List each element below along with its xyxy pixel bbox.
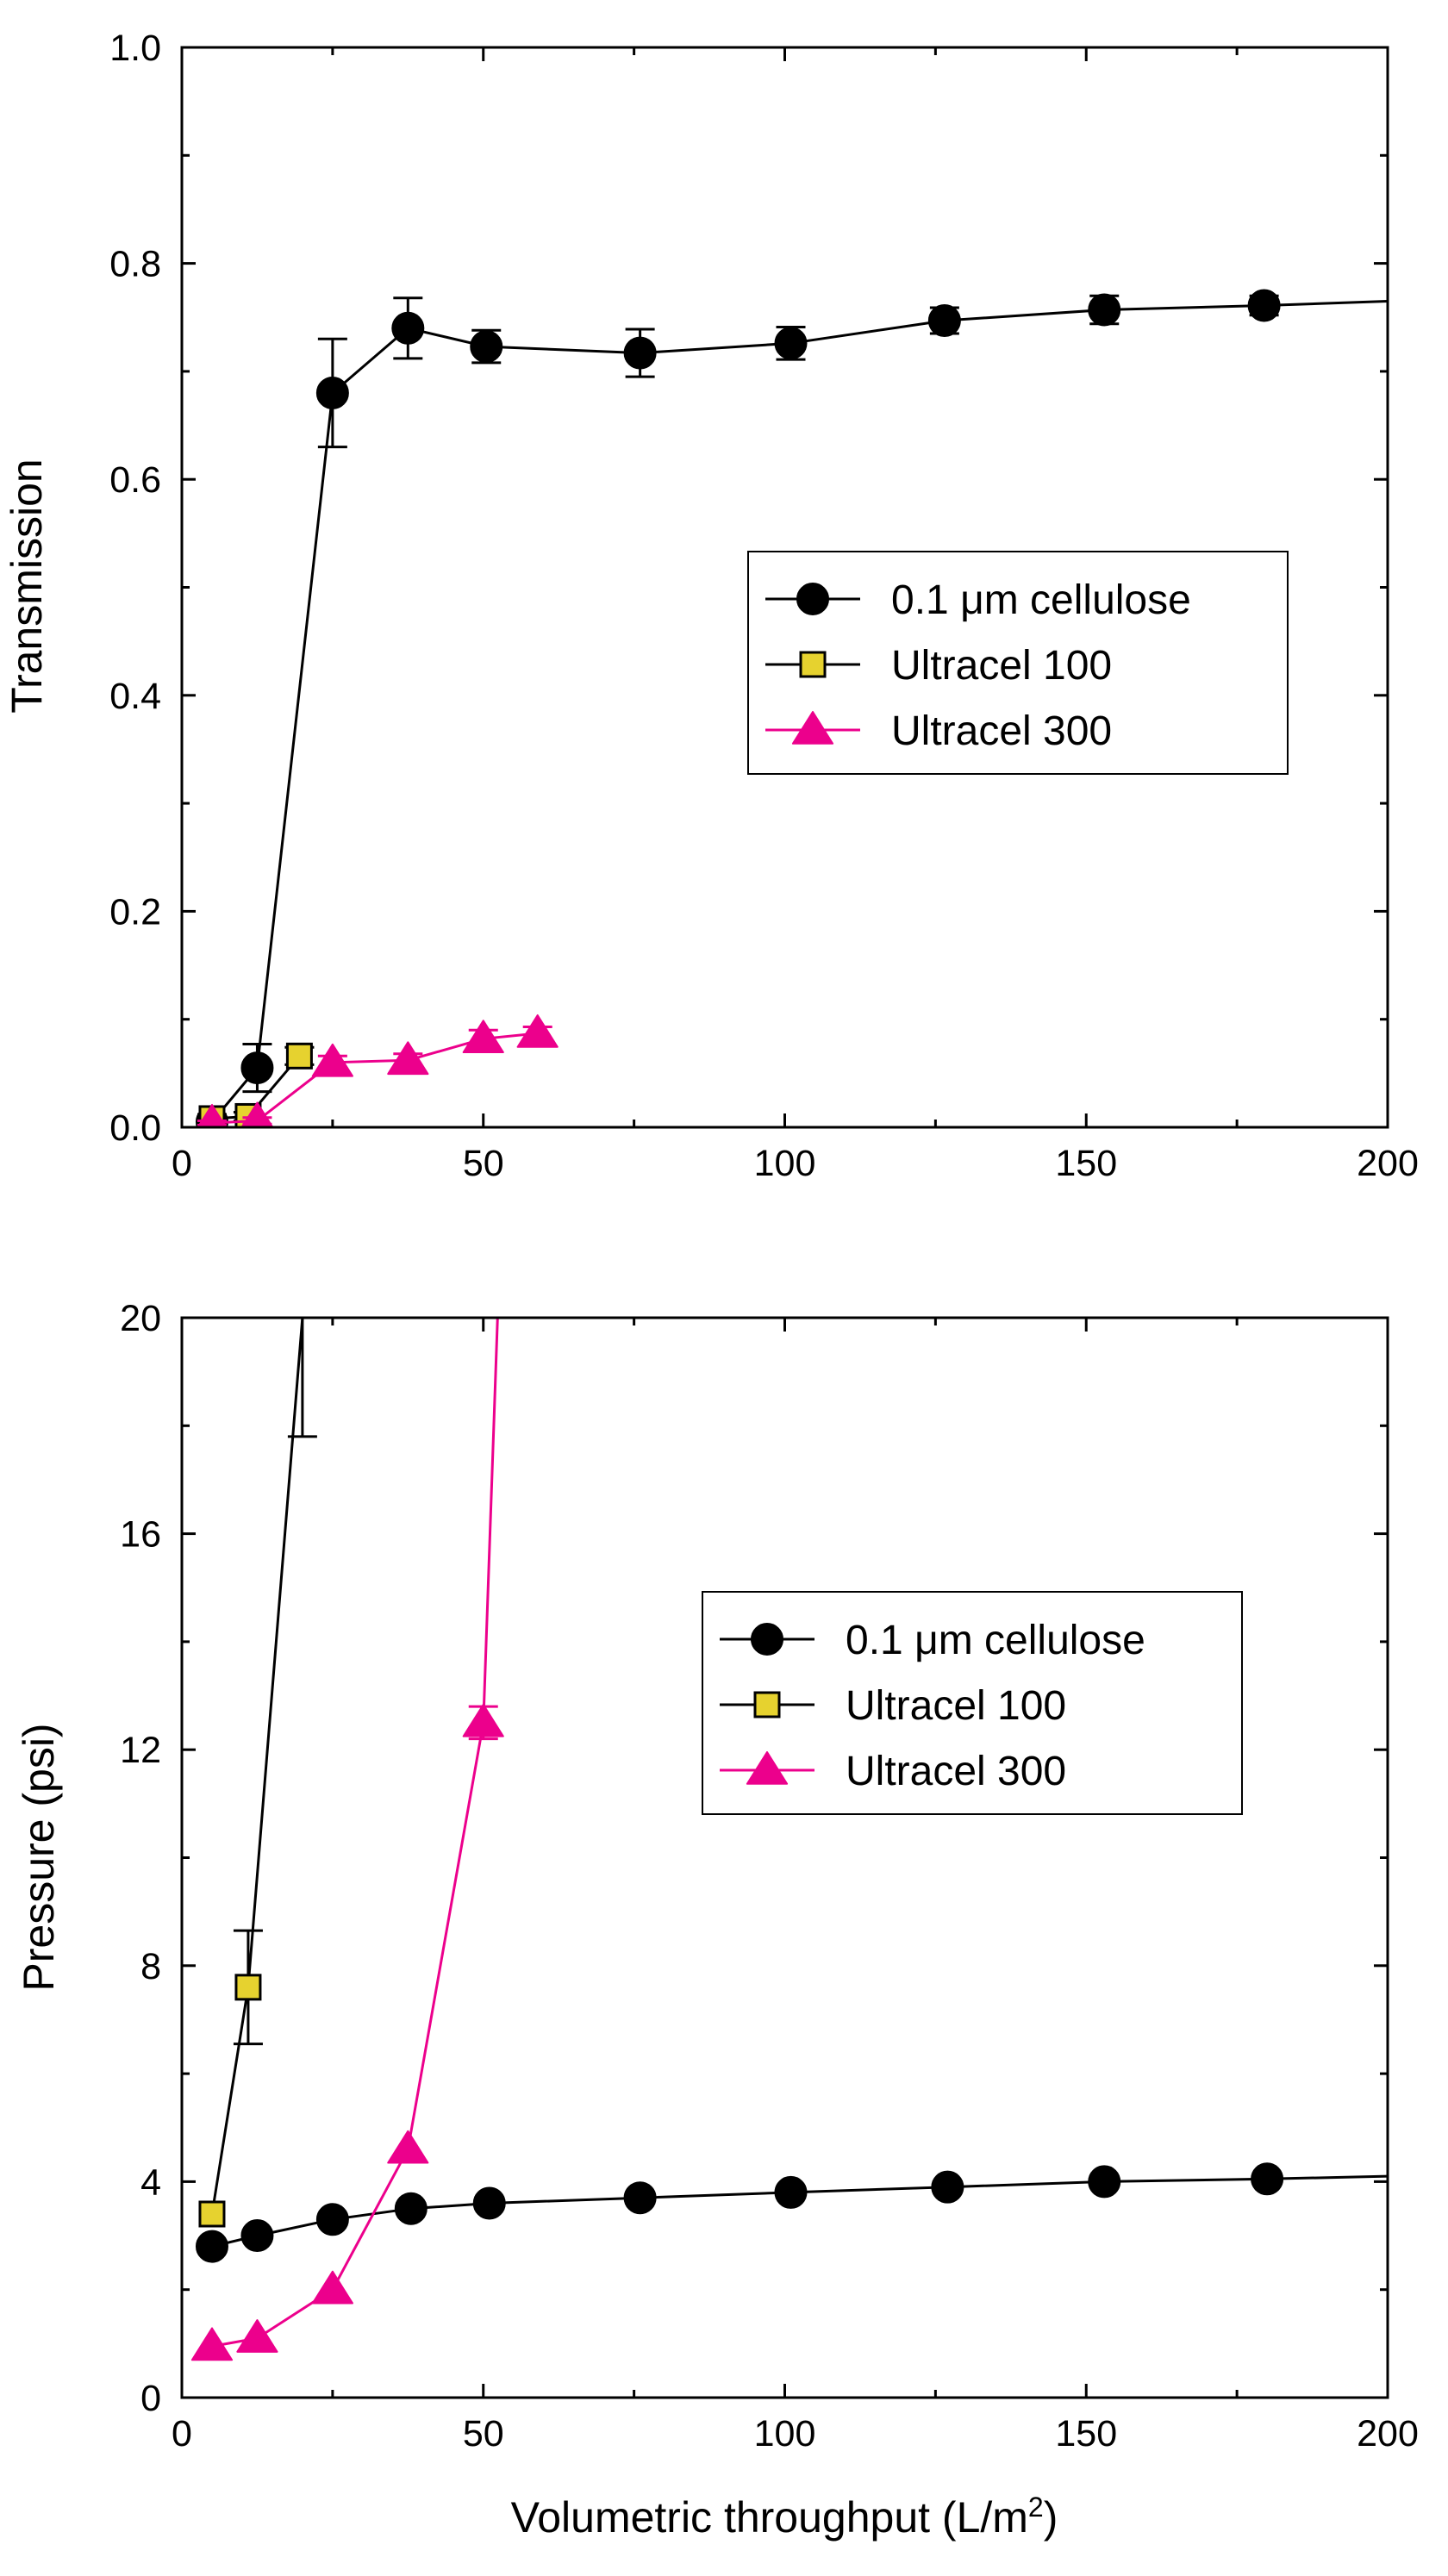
- pressure-panel: 0 50 100 150 200 0 4 8 12 16 20 Pressure (psi) 0.1 μ…: [15, 1298, 1419, 2454]
- transmission-panel: 0 50 100 150 200 0.0 0.2 0.4 0.6 0.8 1.0 Transmissi…: [3, 28, 1419, 1184]
- x-tick-label: 50: [463, 2413, 504, 2454]
- data-point: [195, 2230, 228, 2263]
- legend-marker: [751, 1623, 783, 1656]
- legend-label: 0.1 μm cellulose: [846, 1618, 1145, 1663]
- data-point: [1088, 2165, 1121, 2199]
- legend: 0.1 μm cellulose Ultracel 100 Ultracel 300: [702, 1591, 1243, 1815]
- data-point: [462, 1703, 504, 1737]
- series-1: [195, 289, 1388, 1127]
- data-point: [198, 2200, 226, 2228]
- data-point: [774, 327, 808, 360]
- legend-entry: Ultracel 100: [765, 643, 1112, 689]
- legend-marker: [746, 1751, 789, 1785]
- y-tick-label: 12: [120, 1730, 161, 1771]
- legend-entry: Ultracel 100: [720, 1683, 1066, 1729]
- data-point: [623, 2181, 657, 2215]
- y-axis-title: Pressure (psi): [15, 1723, 63, 1991]
- series-line: [211, 1318, 499, 2348]
- y-tick-label: 16: [120, 1514, 161, 1556]
- legend-entry: 0.1 μm cellulose: [720, 1618, 1145, 1663]
- y-tick-label: 0.6: [109, 459, 161, 501]
- data-point: [462, 1020, 504, 1054]
- y-tick-label: 8: [140, 1946, 161, 1987]
- error-bar: [287, 1318, 317, 1438]
- data-point: [311, 2270, 353, 2305]
- legend-marker: [791, 711, 834, 745]
- legend-marker: [799, 651, 827, 678]
- y-tick-label: 20: [120, 1298, 161, 1339]
- data-point: [931, 2170, 964, 2204]
- x-axis-title: Volumetric throughput (L/m2): [511, 2492, 1058, 2542]
- data-point: [1088, 293, 1121, 327]
- data-point: [236, 2319, 278, 2353]
- series-1: [195, 2162, 1388, 2263]
- data-point: [387, 1041, 429, 1076]
- x-tick-label: 150: [1055, 1143, 1117, 1184]
- x-tick-label: 100: [754, 1143, 816, 1184]
- legend-label: Ultracel 300: [891, 708, 1112, 754]
- y-tick-label: 0.0: [109, 1107, 161, 1149]
- legend-marker: [796, 583, 829, 615]
- legend-label: Ultracel 300: [846, 1749, 1066, 1794]
- x-tick-label: 150: [1055, 2413, 1117, 2454]
- y-tick-label: 0: [140, 2378, 161, 2419]
- data-point: [391, 311, 425, 345]
- data-point: [472, 2186, 506, 2220]
- legend-entry: 0.1 μm cellulose: [765, 577, 1191, 623]
- x-tick-label: 0: [172, 1143, 192, 1184]
- x-tick-label: 200: [1357, 1143, 1419, 1184]
- data-point: [315, 376, 349, 409]
- legend-entry: Ultracel 300: [765, 708, 1112, 754]
- data-point: [387, 2130, 429, 2164]
- data-point: [470, 330, 503, 364]
- y-tick-label: 0.4: [109, 676, 161, 717]
- legend-label: 0.1 μm cellulose: [891, 577, 1191, 623]
- y-tick-label: 4: [140, 2161, 161, 2203]
- y-tick-label: 1.0: [109, 28, 161, 69]
- data-point: [197, 1103, 228, 1127]
- legend-label: Ultracel 100: [891, 643, 1112, 689]
- data-point: [311, 1043, 353, 1077]
- data-point: [285, 1042, 313, 1070]
- data-point: [190, 2327, 234, 2361]
- data-point: [516, 1014, 559, 1048]
- x-tick-label: 200: [1357, 2413, 1419, 2454]
- data-point: [774, 2175, 808, 2209]
- data-point: [623, 336, 657, 370]
- data-point: [240, 2219, 274, 2253]
- legend-box: [747, 551, 1289, 775]
- legend: 0.1 μm cellulose Ultracel 100 Ultracel 300: [747, 551, 1289, 775]
- data-point: [927, 304, 961, 338]
- series-3: [197, 1014, 559, 1127]
- series-3: [190, 1318, 504, 2361]
- data-point: [1247, 289, 1281, 322]
- data-point: [394, 2192, 428, 2225]
- series-line: [210, 1318, 304, 2215]
- series-2: [198, 1318, 317, 2228]
- data-point: [240, 1101, 274, 1127]
- data-point: [234, 1974, 262, 2001]
- x-tick-label: 50: [463, 1143, 504, 1184]
- legend-entry: Ultracel 300: [720, 1749, 1066, 1794]
- legend-box: [702, 1591, 1243, 1815]
- legend-marker: [753, 1691, 781, 1718]
- y-axis-title: Transmission: [3, 458, 51, 713]
- data-point: [315, 2203, 349, 2236]
- data-point: [1251, 2162, 1284, 2196]
- data-point: [240, 1051, 274, 1085]
- x-tick-label: 0: [172, 2413, 192, 2454]
- y-tick-label: 0.2: [109, 891, 161, 932]
- legend-label: Ultracel 100: [846, 1683, 1066, 1729]
- x-tick-label: 100: [754, 2413, 816, 2454]
- y-tick-label: 0.8: [109, 244, 161, 285]
